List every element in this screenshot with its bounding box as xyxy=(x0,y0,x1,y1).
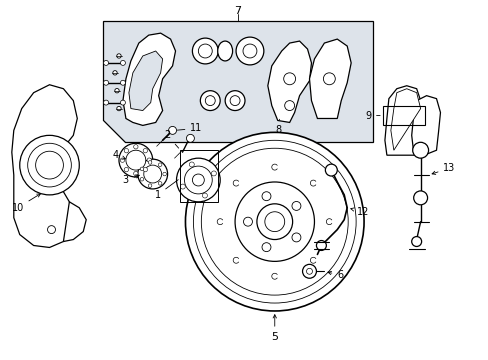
Circle shape xyxy=(124,148,128,153)
Circle shape xyxy=(163,172,166,176)
Text: 13: 13 xyxy=(431,163,455,174)
Circle shape xyxy=(158,181,162,185)
Ellipse shape xyxy=(217,41,232,61)
Circle shape xyxy=(117,106,121,111)
Polygon shape xyxy=(309,39,350,118)
Circle shape xyxy=(120,158,124,162)
Circle shape xyxy=(147,158,151,162)
Circle shape xyxy=(412,142,427,158)
Circle shape xyxy=(140,177,143,181)
Circle shape xyxy=(143,165,162,183)
Circle shape xyxy=(243,217,252,226)
Circle shape xyxy=(103,60,108,66)
Polygon shape xyxy=(384,86,420,155)
Text: 12: 12 xyxy=(350,207,369,217)
Circle shape xyxy=(264,212,284,231)
Circle shape xyxy=(243,44,256,58)
Circle shape xyxy=(180,184,185,189)
Circle shape xyxy=(235,182,314,261)
Circle shape xyxy=(133,171,138,176)
Circle shape xyxy=(148,184,152,188)
Circle shape xyxy=(291,202,300,210)
Polygon shape xyxy=(267,41,311,122)
Circle shape xyxy=(143,167,147,172)
Circle shape xyxy=(283,73,295,85)
Circle shape xyxy=(193,140,355,303)
Circle shape xyxy=(192,38,218,64)
Circle shape xyxy=(323,73,335,85)
Circle shape xyxy=(119,143,152,177)
Circle shape xyxy=(133,145,138,149)
Circle shape xyxy=(176,158,220,202)
Polygon shape xyxy=(390,89,420,150)
Circle shape xyxy=(140,167,143,171)
Circle shape xyxy=(20,135,79,195)
Circle shape xyxy=(148,161,152,164)
Bar xyxy=(382,105,424,125)
Circle shape xyxy=(158,163,162,167)
Circle shape xyxy=(211,171,216,176)
Circle shape xyxy=(186,134,194,142)
Circle shape xyxy=(126,150,145,170)
Circle shape xyxy=(230,96,240,105)
Polygon shape xyxy=(103,21,372,142)
Circle shape xyxy=(117,54,121,58)
Polygon shape xyxy=(129,51,163,111)
Circle shape xyxy=(168,126,176,134)
Circle shape xyxy=(202,193,207,198)
Circle shape xyxy=(124,167,128,172)
Circle shape xyxy=(120,80,125,85)
Circle shape xyxy=(115,89,119,93)
Circle shape xyxy=(189,162,194,167)
Circle shape xyxy=(200,91,220,111)
Bar xyxy=(180,150,218,202)
Text: 5: 5 xyxy=(271,315,278,342)
Circle shape xyxy=(325,164,337,176)
Circle shape xyxy=(198,44,212,58)
Circle shape xyxy=(256,204,292,239)
Circle shape xyxy=(28,143,71,187)
Text: 3: 3 xyxy=(122,175,139,185)
Circle shape xyxy=(138,159,167,189)
Circle shape xyxy=(205,96,215,105)
Circle shape xyxy=(316,240,325,251)
Text: 2: 2 xyxy=(164,130,178,148)
Polygon shape xyxy=(411,96,440,154)
Circle shape xyxy=(201,148,347,295)
Circle shape xyxy=(291,233,300,242)
Circle shape xyxy=(262,192,270,201)
Polygon shape xyxy=(122,33,175,125)
Text: 9: 9 xyxy=(364,111,379,121)
Text: 8: 8 xyxy=(275,119,281,135)
Circle shape xyxy=(224,91,244,111)
Circle shape xyxy=(184,166,212,194)
Circle shape xyxy=(262,243,270,252)
Text: 6: 6 xyxy=(327,270,343,280)
Circle shape xyxy=(103,100,108,105)
Circle shape xyxy=(411,237,421,247)
Polygon shape xyxy=(12,85,77,247)
Text: 7: 7 xyxy=(234,6,241,16)
Text: 11: 11 xyxy=(177,123,202,134)
Circle shape xyxy=(192,174,204,186)
Circle shape xyxy=(185,132,364,311)
Circle shape xyxy=(47,226,55,234)
Text: 10: 10 xyxy=(11,194,41,213)
Polygon shape xyxy=(63,202,86,242)
Circle shape xyxy=(113,71,117,75)
Circle shape xyxy=(143,148,147,153)
Circle shape xyxy=(120,100,125,105)
Circle shape xyxy=(284,100,294,111)
Circle shape xyxy=(236,37,264,65)
Circle shape xyxy=(413,191,427,205)
Text: 1: 1 xyxy=(154,180,178,200)
Text: 4: 4 xyxy=(113,150,125,160)
Circle shape xyxy=(302,264,316,278)
Circle shape xyxy=(36,151,63,179)
Circle shape xyxy=(306,268,312,274)
Circle shape xyxy=(103,80,108,85)
Circle shape xyxy=(120,60,125,66)
